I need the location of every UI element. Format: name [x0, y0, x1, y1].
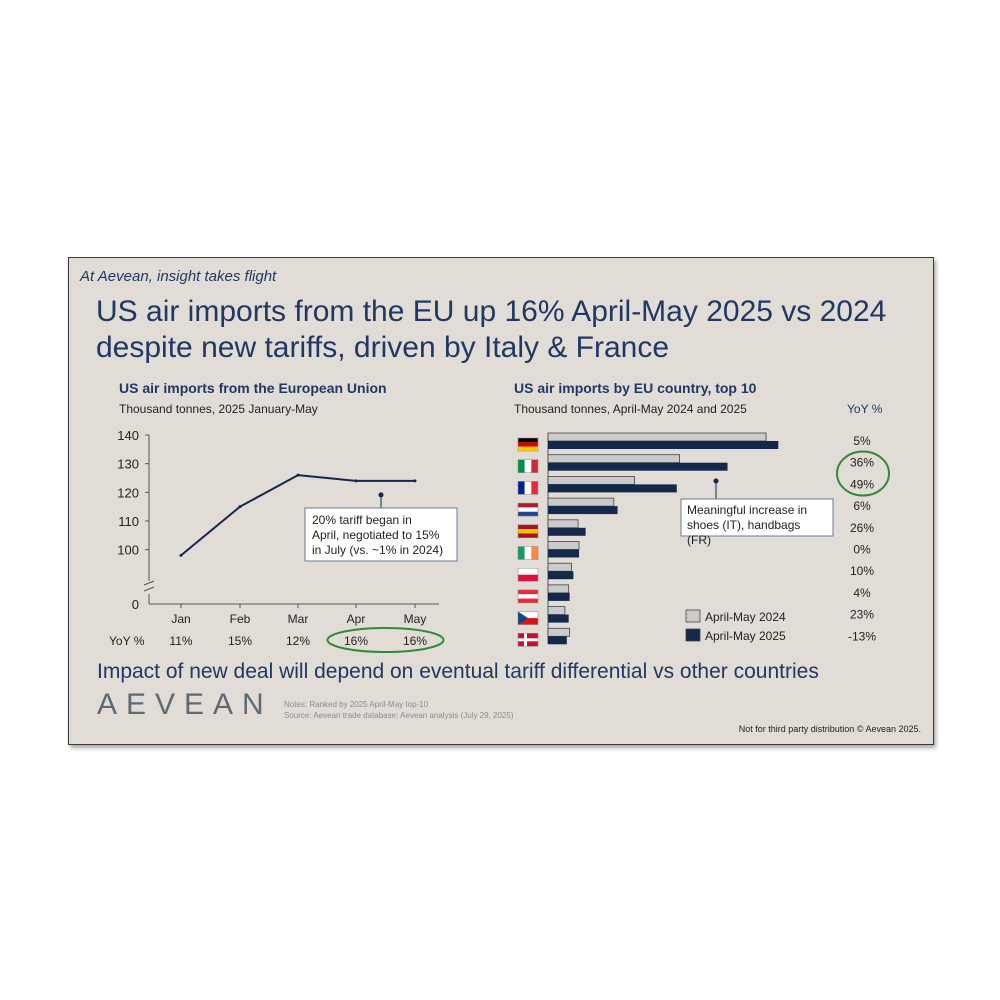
bar-2025 — [548, 484, 677, 493]
line-chart-yoy-label: YoY % — [109, 634, 145, 648]
legend-label: April-May 2025 — [705, 629, 786, 643]
flag-france-icon: France — [517, 481, 539, 495]
line-point — [296, 473, 300, 477]
tagline: At Aevean, insight takes flight — [80, 268, 277, 285]
annotation-text: Meaningful increase in — [687, 503, 807, 517]
annotation-text: 20% tariff began in — [312, 513, 412, 527]
line-chart-y-tick-label: 100 — [117, 543, 139, 558]
line-point — [179, 553, 183, 557]
bottom-line: Impact of new deal will depend on eventu… — [97, 660, 819, 683]
bar-2024 — [547, 541, 580, 550]
legend-label: April-May 2024 — [705, 610, 786, 624]
bar-chart-yoy-value: 10% — [850, 564, 874, 578]
aevean-logo: AEVEAN — [97, 688, 273, 721]
bar-2024 — [547, 454, 681, 464]
line-point — [354, 479, 358, 483]
annotation-box — [680, 498, 834, 537]
bar-2025 — [548, 592, 570, 601]
bar-2025 — [548, 462, 728, 471]
line-chart-x-label: Mar — [288, 612, 309, 626]
flag-poland-icon: Poland — [517, 567, 539, 582]
line-chart-yoy-value: 16% — [403, 634, 427, 648]
source-line: Source: Aevean trade database; Aevean an… — [284, 711, 514, 720]
bar-2024 — [547, 497, 615, 507]
bar-2025 — [548, 571, 574, 580]
line-chart-x-label: Apr — [347, 612, 366, 626]
bar-2025 — [548, 441, 779, 449]
line-chart-yoy-value: 15% — [228, 634, 252, 648]
bar-chart-subtitle: Thousand tonnes, April-May 2024 and 2025 — [514, 402, 747, 416]
bar-chart-yoy-value: 23% — [850, 608, 874, 622]
line-chart-y-tick-label: 120 — [117, 485, 139, 500]
bar-chart-yoy-value: 49% — [850, 477, 874, 491]
legend-swatch — [685, 609, 701, 623]
bar-2024 — [547, 606, 566, 616]
notes: Notes: Ranked by 2025 April-May top-10 S… — [284, 699, 513, 721]
line-point — [413, 479, 417, 483]
line-chart-y-tick-label: 110 — [118, 514, 139, 529]
line-chart-y-tick-label: 140 — [117, 428, 139, 443]
bar-chart-yoy-value: 26% — [850, 521, 874, 535]
bar-chart-yoy-value: 5% — [853, 434, 871, 448]
bar-2024 — [547, 432, 767, 442]
bar-2024 — [547, 584, 570, 594]
bar-2025 — [548, 506, 618, 515]
bar-chart-yoy-header: YoY % — [847, 402, 883, 416]
axis-break-mark — [143, 580, 155, 592]
bar-chart-yoy-value: 4% — [853, 586, 871, 600]
bar-2024 — [547, 627, 571, 637]
line-chart-yoy-value: 16% — [344, 634, 368, 648]
line-chart-x-label: Jan — [171, 612, 190, 626]
annotation-text: shoes (IT), handbags — [687, 518, 800, 532]
flag-netherlands-icon: Netherlands — [517, 502, 539, 517]
line-chart-yoy-value: 11% — [169, 634, 192, 648]
highlight-oval — [836, 450, 890, 497]
bar-chart-yoy-value: 0% — [853, 543, 871, 557]
line-chart-subtitle: Thousand tonnes, 2025 January-May — [119, 402, 318, 416]
annotation-text: in July (vs. ~1% in 2024) — [312, 543, 443, 557]
annotation-text: April, negotiated to 15% — [312, 528, 440, 542]
bar-2024 — [547, 475, 635, 485]
legend-swatch — [685, 628, 701, 642]
flag-austria-icon: Austria — [517, 589, 539, 604]
flag-czechia-icon: Czechia — [517, 611, 539, 625]
charts-canvas: 140 130 120 110 100 0 Jan 11% Feb 15% Mar 12% Apr 16%… — [109, 428, 890, 653]
notes-line: Notes: Ranked by 2025 April-May top-10 — [284, 700, 429, 709]
line-chart-x-label: May — [404, 612, 427, 626]
bar-2025 — [548, 527, 586, 536]
flag-germany-icon: Germany — [517, 437, 539, 452]
footer: Not for third party distribution © Aevea… — [738, 724, 921, 734]
line-chart-title: US air imports from the European Union — [119, 380, 387, 396]
line-chart-y-tick-label: 0 — [132, 597, 139, 612]
annotation-box — [304, 507, 458, 562]
bar-2025 — [548, 614, 569, 623]
line-chart-yoy-value: 12% — [286, 634, 310, 648]
bar-chart-yoy-value: -13% — [848, 629, 876, 643]
flag-denmark-icon: Denmark — [517, 633, 539, 647]
bar-chart-yoy-value: 36% — [850, 456, 874, 470]
line-chart-x-label: Feb — [230, 612, 251, 626]
line-point — [238, 505, 242, 509]
slide: At Aevean, insight takes flight US air i… — [68, 257, 934, 745]
bar-chart-title: US air imports by EU country, top 10 — [514, 380, 757, 396]
highlight-oval — [326, 627, 445, 653]
flag-italy-icon: Italy — [517, 459, 539, 473]
flag-ireland-icon: Ireland — [517, 546, 539, 560]
headline: US air imports from the EU up 16% April-… — [96, 295, 887, 364]
bar-2024 — [547, 519, 579, 529]
line-chart-y-tick-label: 130 — [117, 457, 139, 472]
bar-2025 — [548, 636, 567, 645]
flag-spain-icon: Spain — [517, 524, 539, 539]
bar-2025 — [548, 549, 580, 558]
annotation-text: (FR) — [687, 533, 711, 547]
bar-chart-yoy-value: 6% — [853, 499, 871, 513]
bar-2024 — [547, 562, 572, 572]
